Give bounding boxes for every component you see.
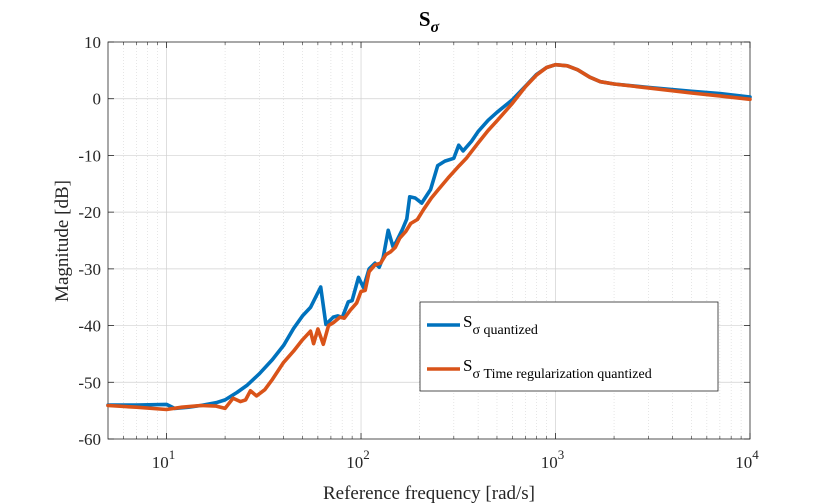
x-tick-label-base: 10 [735,453,752,472]
y-tick-label: -50 [78,373,101,392]
legend: Sσ quantized Sσ Time regularization quan… [419,301,719,392]
y-tick-label: -60 [78,430,101,449]
x-tick-label-base: 10 [346,453,363,472]
y-tick-label: -10 [78,146,101,165]
y-tick-label: 0 [93,90,102,109]
x-tick-label-exponent: 1 [169,447,176,462]
x-axis-label: Reference frequency [rad/s] [323,483,535,503]
legend-entry-time-regularization: Sσ Time regularization quantized [463,356,652,382]
legend-entry-quantized-sub: σ quantized [472,323,537,338]
x-tick-label: 103 [541,447,565,472]
chart-title: Sσ [419,7,440,36]
series-line-1 [106,62,752,412]
x-tick-label-exponent: 4 [752,447,759,462]
y-tick-label: 10 [84,33,101,52]
x-tick-label-exponent: 3 [558,447,565,462]
x-tick-label: 101 [152,447,176,472]
x-tick-label: 104 [735,447,759,472]
y-tick-label: -40 [78,317,101,336]
plot-area-frame [107,41,751,440]
x-tick-label-base: 10 [152,453,169,472]
y-tick-label: -30 [78,260,101,279]
chart-title-sub: σ [431,19,440,36]
y-tick-label: -20 [78,203,101,222]
legend-box [419,301,719,392]
chart-title-main: S [419,7,431,31]
legend-entry-quantized: Sσ quantized [463,312,538,338]
legend-entry-quantized-main: S [463,312,472,331]
x-tick-label-exponent: 2 [363,447,370,462]
legend-entry-time-regularization-sub: σ Time regularization quantized [472,367,651,382]
series-lines [106,62,752,412]
x-tick-label-base: 10 [541,453,558,472]
y-axis-label: Magnitude [dB] [52,180,73,302]
x-tick-label: 102 [346,447,370,472]
legend-entry-time-regularization-main: S [463,356,472,375]
